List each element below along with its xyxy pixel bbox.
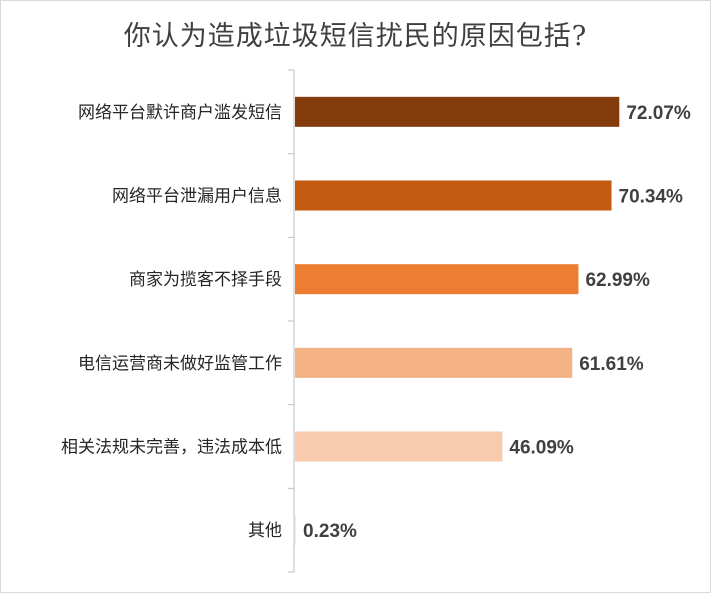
category-label: 网络平台默许商户滥发短信 bbox=[78, 103, 282, 123]
data-label: 0.23% bbox=[303, 521, 357, 542]
bar bbox=[295, 264, 579, 295]
category-label: 商家为揽客不择手段 bbox=[129, 270, 282, 290]
data-label: 72.07% bbox=[626, 103, 691, 124]
bar bbox=[295, 515, 297, 546]
data-label: 61.61% bbox=[579, 354, 644, 375]
data-label: 46.09% bbox=[509, 438, 574, 459]
data-label: 62.99% bbox=[585, 270, 650, 291]
bar bbox=[295, 180, 612, 211]
bar bbox=[295, 431, 503, 462]
chart-title: 你认为造成垃圾短信扰民的原因包括? bbox=[123, 21, 588, 52]
category-label: 电信运营商未做好监管工作 bbox=[78, 354, 282, 374]
category-label: 相关法规未完善，违法成本低 bbox=[61, 438, 282, 458]
category-label: 其他 bbox=[248, 521, 282, 541]
data-label: 70.34% bbox=[619, 187, 684, 208]
bar bbox=[295, 96, 620, 127]
bar bbox=[295, 347, 573, 378]
category-label: 网络平台泄漏用户信息 bbox=[112, 187, 282, 207]
